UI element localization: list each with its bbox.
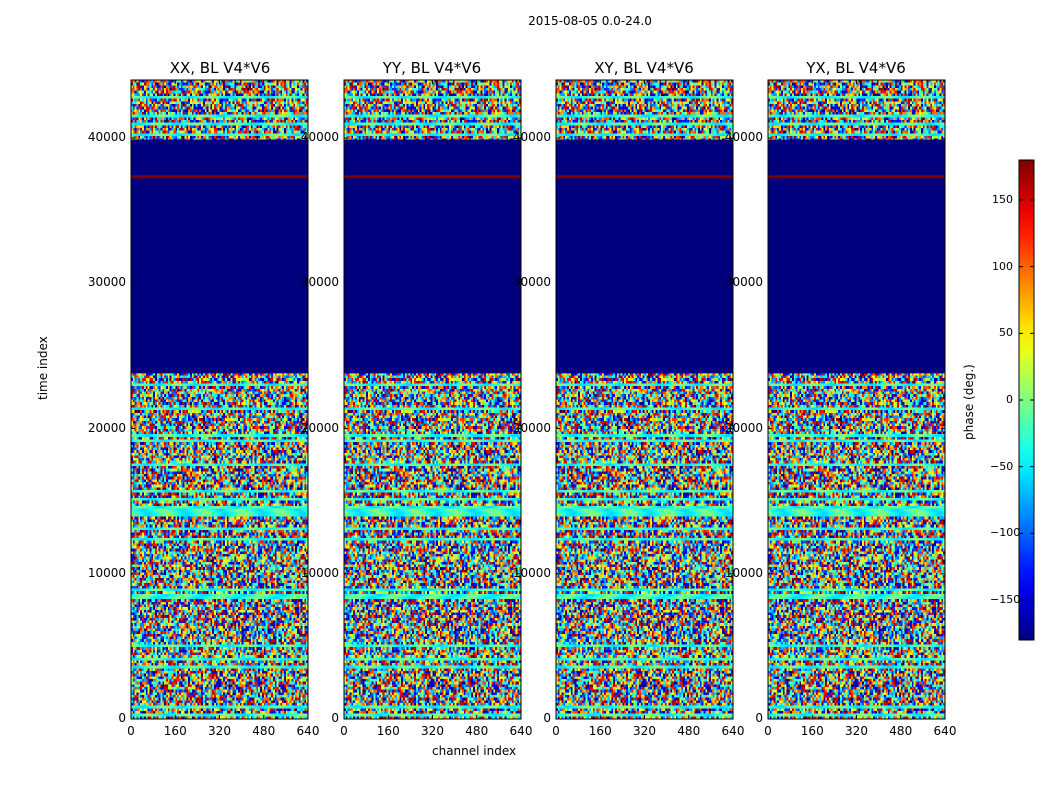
colorbar-tick-label: 50 <box>999 326 1013 340</box>
x-tick-label: 0 <box>552 724 560 738</box>
x-tick-label: 640 <box>296 724 320 738</box>
panel-title-xx: XX, BL V4*V6 <box>169 59 271 77</box>
y-tick-label: 30000 <box>300 275 339 290</box>
colorbar-tick-label: 100 <box>992 259 1013 273</box>
y-tick-label: 0 <box>118 711 126 725</box>
masked-region <box>768 139 945 374</box>
highlight-row <box>131 175 308 179</box>
figure-title: 2015-08-05 0.0-24.0 <box>528 14 652 28</box>
colorbar-tick-label: 0 <box>1006 393 1013 406</box>
heatmap-panel-0 <box>130 79 309 720</box>
x-tick-label: 640 <box>509 724 533 738</box>
y-tick-label: 40000 <box>512 130 551 145</box>
x-tick-label: 320 <box>421 724 444 738</box>
y-tick-label: 10000 <box>300 565 339 580</box>
x-tick-label: 480 <box>252 724 276 738</box>
colorbar-tick-label: 150 <box>992 193 1013 206</box>
masked-region <box>344 139 521 374</box>
x-tick-label: 480 <box>677 724 701 738</box>
y-tick-label: 20000 <box>724 420 763 435</box>
colorbar-tick-label: −50 <box>990 459 1014 473</box>
x-tick-label: 480 <box>889 724 913 738</box>
y-tick-label: 30000 <box>724 275 763 290</box>
colorbar-label: phase (deg.) <box>962 364 976 440</box>
highlight-row <box>344 175 521 179</box>
x-tick-label: 0 <box>340 724 348 738</box>
heatmap-panel-1 <box>343 79 522 720</box>
y-tick-label: 20000 <box>512 420 551 435</box>
y-tick-label: 30000 <box>512 275 551 290</box>
y-tick-label: 20000 <box>300 420 339 435</box>
heatmap-panel-2 <box>555 79 734 720</box>
panel-title-xy: XY, BL V4*V6 <box>594 59 694 77</box>
y-tick-label: 10000 <box>724 565 763 580</box>
x-tick-label: 480 <box>465 724 489 738</box>
x-tick-label: 320 <box>633 724 656 738</box>
masked-region <box>131 139 308 374</box>
y-tick-label: 0 <box>331 711 339 725</box>
x-tick-label: 0 <box>764 724 772 738</box>
x-tick-label: 320 <box>208 724 231 738</box>
y-tick-label: 30000 <box>87 275 126 290</box>
y-tick-label: 0 <box>543 711 551 725</box>
x-tick-label: 640 <box>933 724 957 738</box>
x-tick-label: 640 <box>721 724 745 738</box>
y-tick-label: 40000 <box>87 130 126 145</box>
x-axis-label: channel index <box>432 744 517 758</box>
y-tick-label: 40000 <box>300 130 339 145</box>
highlight-row <box>556 175 733 179</box>
y-tick-label: 20000 <box>87 420 126 435</box>
x-tick-label: 160 <box>800 724 824 738</box>
x-tick-label: 320 <box>845 724 868 738</box>
x-tick-label: 160 <box>376 724 400 738</box>
masked-region <box>556 139 733 374</box>
heatmap-panel-3 <box>767 79 946 720</box>
y-tick-label: 40000 <box>724 130 763 145</box>
panel-title-yx: YX, BL V4*V6 <box>806 59 906 77</box>
x-tick-label: 160 <box>163 724 187 738</box>
colorbar-tick-label: −150 <box>990 593 1021 606</box>
highlight-row <box>768 175 945 179</box>
panel-title-yy: YY, BL V4*V6 <box>382 59 482 77</box>
y-tick-label: 10000 <box>87 565 126 580</box>
y-axis-label: time index <box>36 336 50 400</box>
y-tick-label: 0 <box>755 711 763 725</box>
colorbar-tick-label: −100 <box>990 526 1021 540</box>
x-tick-label: 0 <box>127 724 135 738</box>
x-tick-label: 160 <box>588 724 612 738</box>
y-tick-label: 10000 <box>512 565 551 580</box>
